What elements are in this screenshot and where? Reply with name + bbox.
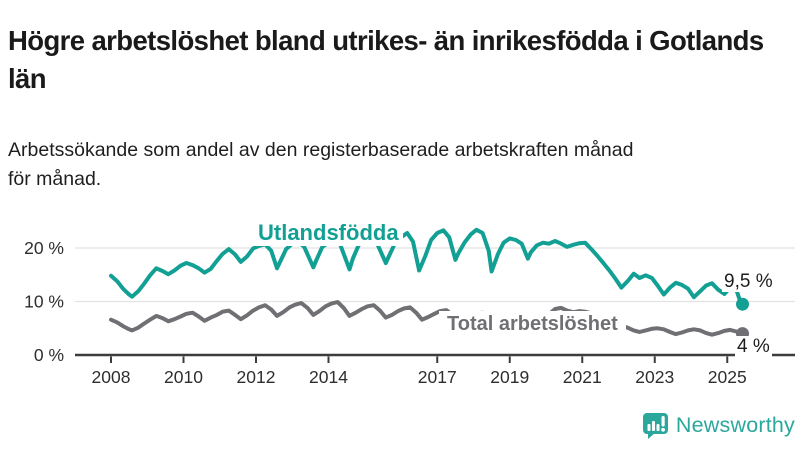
brand-name: Newsworthy: [675, 413, 795, 437]
chart-title: Högre arbetslöshet bland utrikes- än inr…: [8, 25, 764, 94]
end-value-label-utlandsfodda: 9,5 %: [722, 271, 775, 292]
x-tick-label: 2025: [708, 367, 747, 387]
y-tick-label: 0 %: [34, 345, 64, 365]
series-line: [109, 300, 745, 337]
y-tick-label: 20 %: [24, 238, 64, 258]
x-tick-label: 2010: [164, 367, 203, 387]
series-label-utlandsfodda: Utlandsfödda: [254, 220, 403, 246]
series-line: [109, 227, 745, 307]
chart-subtitle: Arbetssökande som andel av den registerb…: [8, 138, 634, 190]
x-tick-label: 2014: [309, 367, 348, 387]
chart-svg: 2008 2010 2012 2014 2017 2019 2021 2023 2025 0 % 1…: [24, 227, 795, 387]
x-tick-label: 2021: [563, 367, 602, 387]
newsworthy-logo: Newsworthy: [642, 412, 795, 439]
series-label-total-arbetsloshet: Total arbetslöshet: [439, 311, 626, 337]
x-tick-label: 2008: [92, 367, 131, 387]
x-tick-label: 2019: [490, 367, 529, 387]
x-tick-label: 2023: [635, 367, 674, 387]
x-tick-label: 2017: [418, 367, 457, 387]
series-end-dot: [736, 297, 749, 311]
y-tick-label: 10 %: [24, 292, 64, 312]
x-tick-label: 2012: [237, 367, 276, 387]
newsworthy-speech-bubble-bar-chart-icon: [642, 413, 668, 439]
end-value-label-total: 4 %: [735, 336, 772, 357]
